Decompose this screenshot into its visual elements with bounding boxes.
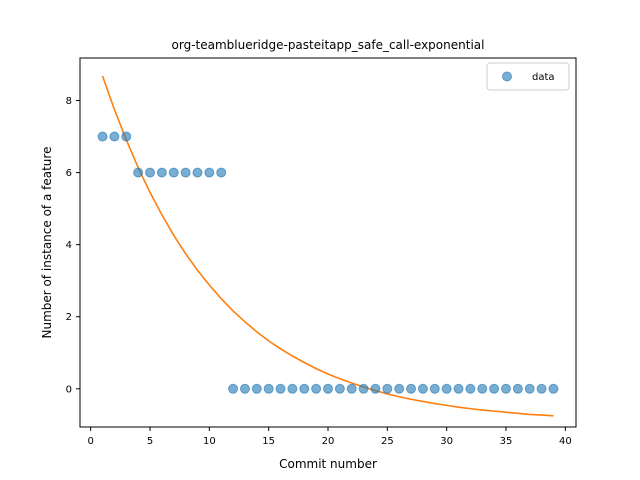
data-points-layer — [97, 131, 559, 394]
y-axis-label: Number of instance of a feature — [40, 147, 54, 339]
y-tick-label: 8 — [66, 96, 72, 107]
x-tick-label: 35 — [500, 436, 513, 447]
data-point — [251, 383, 262, 394]
x-tick-label: 5 — [147, 436, 153, 447]
chart-title: org-teamblueridge-pasteitapp_safe_call-e… — [172, 38, 485, 52]
y-tick-label: 4 — [66, 240, 72, 251]
fit-line — [101, 75, 554, 417]
data-point — [548, 383, 559, 394]
x-tick-label: 20 — [322, 436, 335, 447]
data-point — [536, 383, 547, 394]
plot-area — [80, 58, 576, 427]
data-point — [453, 383, 464, 394]
y-axis-ticks: 0 2 4 6 8 — [66, 96, 80, 395]
data-point — [394, 383, 405, 394]
data-point — [109, 131, 120, 142]
data-point — [465, 383, 476, 394]
data-point — [204, 167, 215, 178]
x-tick-label: 25 — [381, 436, 394, 447]
data-point — [121, 131, 132, 142]
x-tick-label: 15 — [262, 436, 275, 447]
data-point — [97, 131, 108, 142]
data-point — [346, 383, 357, 394]
legend-box — [486, 62, 570, 91]
data-point — [133, 167, 144, 178]
data-point — [216, 167, 227, 178]
data-point — [512, 383, 523, 394]
data-point — [311, 383, 322, 394]
data-point — [358, 383, 369, 394]
data-point — [275, 383, 286, 394]
x-tick-label: 30 — [440, 436, 453, 447]
data-point — [192, 167, 203, 178]
x-tick-label: 10 — [203, 436, 216, 447]
data-point — [145, 167, 156, 178]
y-tick-label: 6 — [66, 168, 72, 179]
fit-curve-layer — [101, 75, 554, 417]
data-point — [441, 383, 452, 394]
data-point — [334, 383, 345, 394]
data-point — [370, 383, 381, 394]
data-point — [180, 167, 191, 178]
data-point — [168, 167, 179, 178]
x-tick-label: 40 — [559, 436, 572, 447]
y-tick-label: 2 — [66, 312, 72, 323]
data-point — [287, 383, 298, 394]
data-point — [239, 383, 250, 394]
data-point — [489, 383, 500, 394]
legend-label-data: data — [532, 72, 555, 83]
data-point — [382, 383, 393, 394]
x-axis-label: Commit number — [279, 457, 377, 471]
data-point — [299, 383, 310, 394]
data-point — [500, 383, 511, 394]
data-point — [406, 383, 417, 394]
legend-marker-data — [502, 71, 512, 82]
data-point — [429, 383, 440, 394]
data-point — [263, 383, 274, 394]
data-point — [477, 383, 488, 394]
x-axis-ticks: 0 5 10 15 20 25 30 35 40 — [87, 427, 572, 447]
y-tick-label: 0 — [66, 384, 72, 395]
x-tick-label: 0 — [87, 436, 93, 447]
data-point — [156, 167, 167, 178]
data-point — [228, 383, 239, 394]
data-point — [524, 383, 535, 394]
data-point — [323, 383, 333, 394]
data-point — [417, 383, 428, 394]
legend: data — [486, 62, 570, 91]
